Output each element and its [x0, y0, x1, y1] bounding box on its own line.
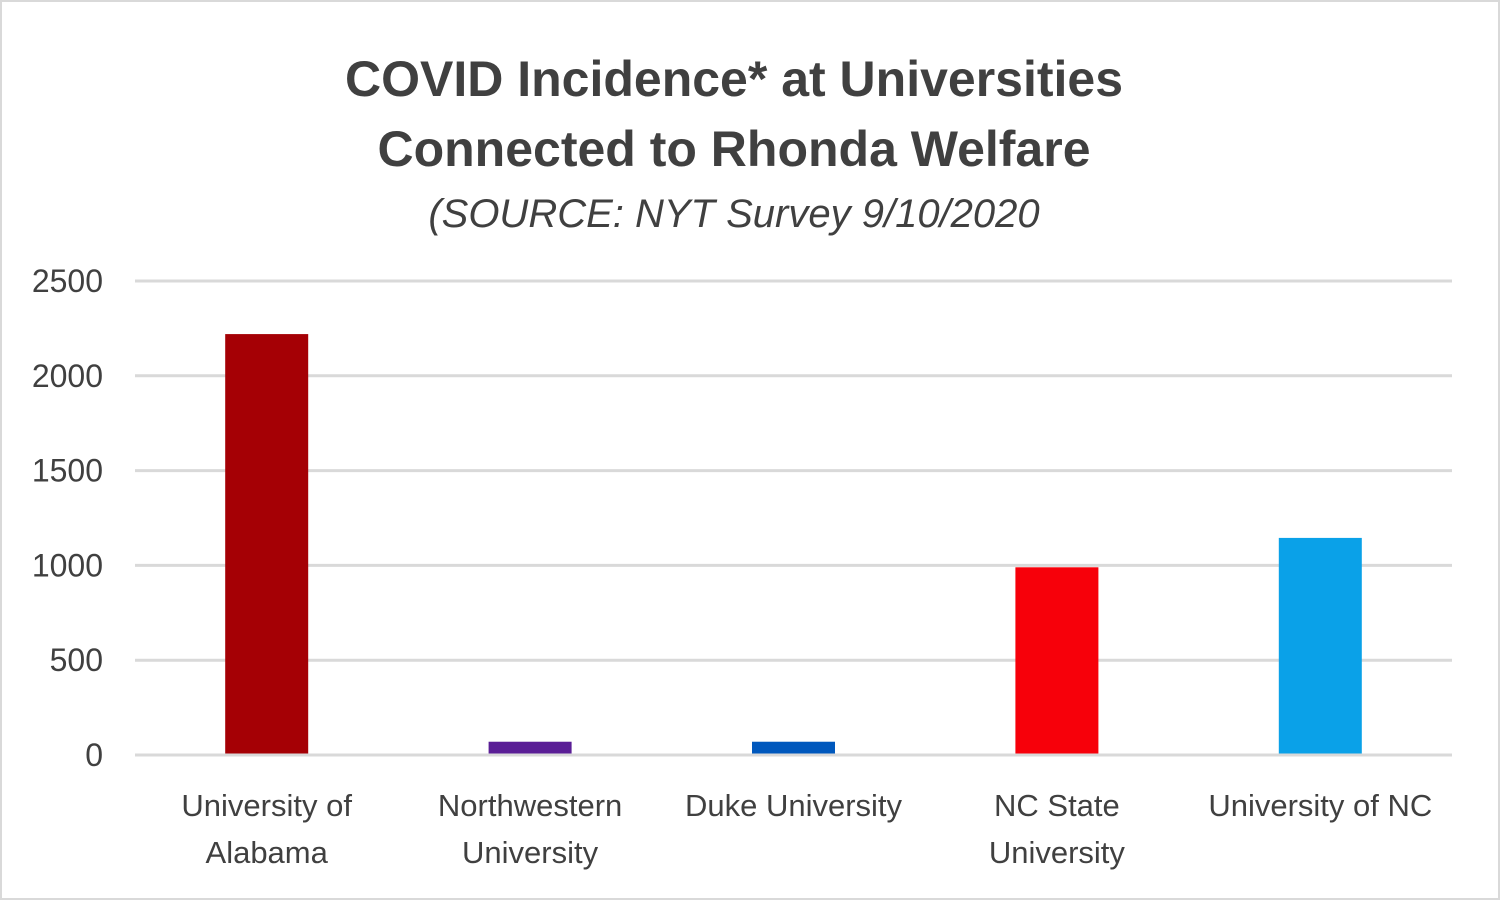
chart-title-line-1: COVID Incidence* at Universities: [344, 51, 1124, 107]
y-tick-label: 2000: [32, 358, 103, 394]
bar: [225, 334, 309, 755]
y-tick-label: 1000: [32, 547, 103, 583]
y-tick-label: 2500: [32, 263, 103, 299]
x-tick-label: University: [989, 835, 1126, 870]
bar: [752, 741, 835, 755]
x-tick-label: Alabama: [206, 835, 329, 870]
bar: [488, 741, 572, 755]
x-tick-label: University: [462, 835, 599, 870]
x-tick-label: University of: [181, 788, 352, 823]
bar: [1278, 537, 1362, 755]
bar: [1015, 567, 1099, 755]
x-tick-label: Duke University: [685, 788, 903, 823]
x-tick-label: NC State: [994, 788, 1120, 823]
y-tick-label: 500: [50, 642, 103, 678]
chart-subtitle: (SOURCE: NYT Survey 9/10/2020: [428, 192, 1040, 236]
y-tick-label: 1500: [32, 453, 103, 489]
x-tick-label: Northwestern: [438, 788, 622, 823]
chart-title-line-2: Connected to Rhonda Welfare: [377, 121, 1091, 177]
y-tick-label: 0: [85, 737, 103, 773]
x-tick-label: University of NC: [1208, 788, 1432, 823]
